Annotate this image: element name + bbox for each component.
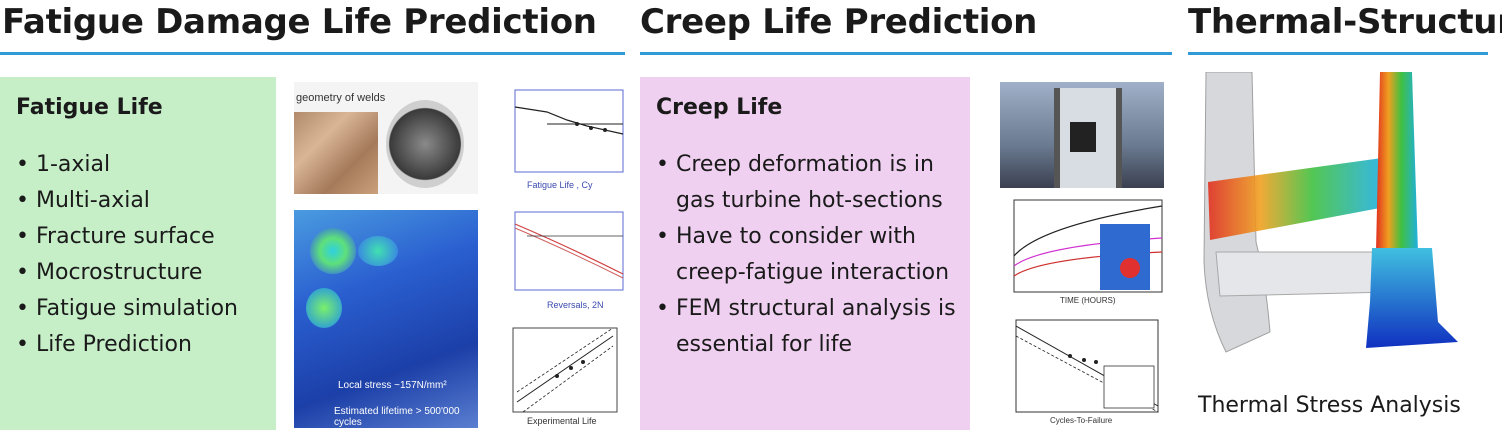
creep-life-box: Creep Life Creep deformation is in gas t… xyxy=(640,77,970,430)
creep-strain-svg xyxy=(1013,199,1163,293)
cf-x-label: Cycles-To-Failure xyxy=(1050,416,1113,425)
thermal-analysis-image xyxy=(1196,71,1486,356)
weld-surface-image xyxy=(294,112,378,194)
welds-label: geometry of welds xyxy=(296,92,386,104)
en-x-label: Reversals, 2N xyxy=(547,300,604,310)
box-title: Fatigue Life xyxy=(16,95,163,120)
sn-x-label: Fatigue Life , Cy xyxy=(527,180,593,190)
fracture-surface-image xyxy=(386,100,464,188)
machine-frame xyxy=(1054,88,1122,188)
en-curve-image: Reversals, 2N xyxy=(487,206,625,314)
list-item: Life Prediction xyxy=(16,327,238,363)
thermal-caption: Thermal Stress Analysis xyxy=(1198,393,1461,418)
list-item: Mocrostructure xyxy=(16,255,238,291)
section-heading: Thermal-Structural xyxy=(1188,2,1502,42)
thermal-svg xyxy=(1203,71,1458,353)
pred-x-label: Experimental Life xyxy=(527,416,597,426)
hotspot xyxy=(358,236,398,266)
creep-list: Creep deformation is in gas turbine hot-… xyxy=(656,147,966,363)
hotspot xyxy=(310,228,356,274)
en-curve-svg xyxy=(514,211,624,291)
fatigue-life-box: Fatigue Life 1-axial Multi-axial Fractur… xyxy=(0,77,276,430)
section-heading: Fatigue Damage Life Prediction xyxy=(2,2,597,42)
section-fatigue: Fatigue Damage Life Prediction Fatigue L… xyxy=(0,0,625,430)
hotspot xyxy=(306,288,342,328)
local-stress-label: Local stress ~157N/mm² xyxy=(338,380,447,391)
fatigue-list: 1-axial Multi-axial Fracture surface Moc… xyxy=(16,147,238,363)
lifetime-label: Estimated lifetime > 500'000 cycles xyxy=(334,406,460,428)
heading-underline xyxy=(1188,52,1488,55)
fem-stress-image: Local stress ~157N/mm² Estimated lifetim… xyxy=(294,210,478,428)
box-title: Creep Life xyxy=(656,95,783,120)
heading-underline xyxy=(0,52,625,55)
list-item: Have to consider with creep-fatigue inte… xyxy=(656,219,966,291)
list-item: Fracture surface xyxy=(16,219,238,255)
list-item: FEM structural analysis is essential for… xyxy=(656,291,966,363)
heading-underline xyxy=(640,52,1172,55)
list-item: 1-axial xyxy=(16,147,238,183)
list-item: Multi-axial xyxy=(16,183,238,219)
creep-strain-chart: TIME (HOURS) xyxy=(1000,196,1164,308)
test-machine-photo xyxy=(1000,82,1164,188)
welds-photo: geometry of welds xyxy=(294,82,478,194)
machine-furnace xyxy=(1070,122,1096,152)
sn-curve-svg xyxy=(514,89,624,173)
section-heading: Creep Life Prediction xyxy=(640,2,1038,42)
creep-x-label: TIME (HOURS) xyxy=(1060,296,1116,305)
creep-fatigue-svg xyxy=(1015,319,1159,413)
list-item: Creep deformation is in gas turbine hot-… xyxy=(656,147,966,219)
predicted-life-svg xyxy=(512,327,618,413)
predicted-life-image: Experimental Life xyxy=(487,322,625,428)
section-thermal: Thermal-Structural Thermal Stress Analys… xyxy=(1188,0,1502,430)
list-item: Fatigue simulation xyxy=(16,291,238,327)
sn-curve-image: Fatigue Life , Cy xyxy=(487,82,625,194)
section-creep: Creep Life Prediction Creep Life Creep d… xyxy=(640,0,1172,430)
creep-fatigue-chart: Cycles-To-Failure xyxy=(1000,316,1164,428)
